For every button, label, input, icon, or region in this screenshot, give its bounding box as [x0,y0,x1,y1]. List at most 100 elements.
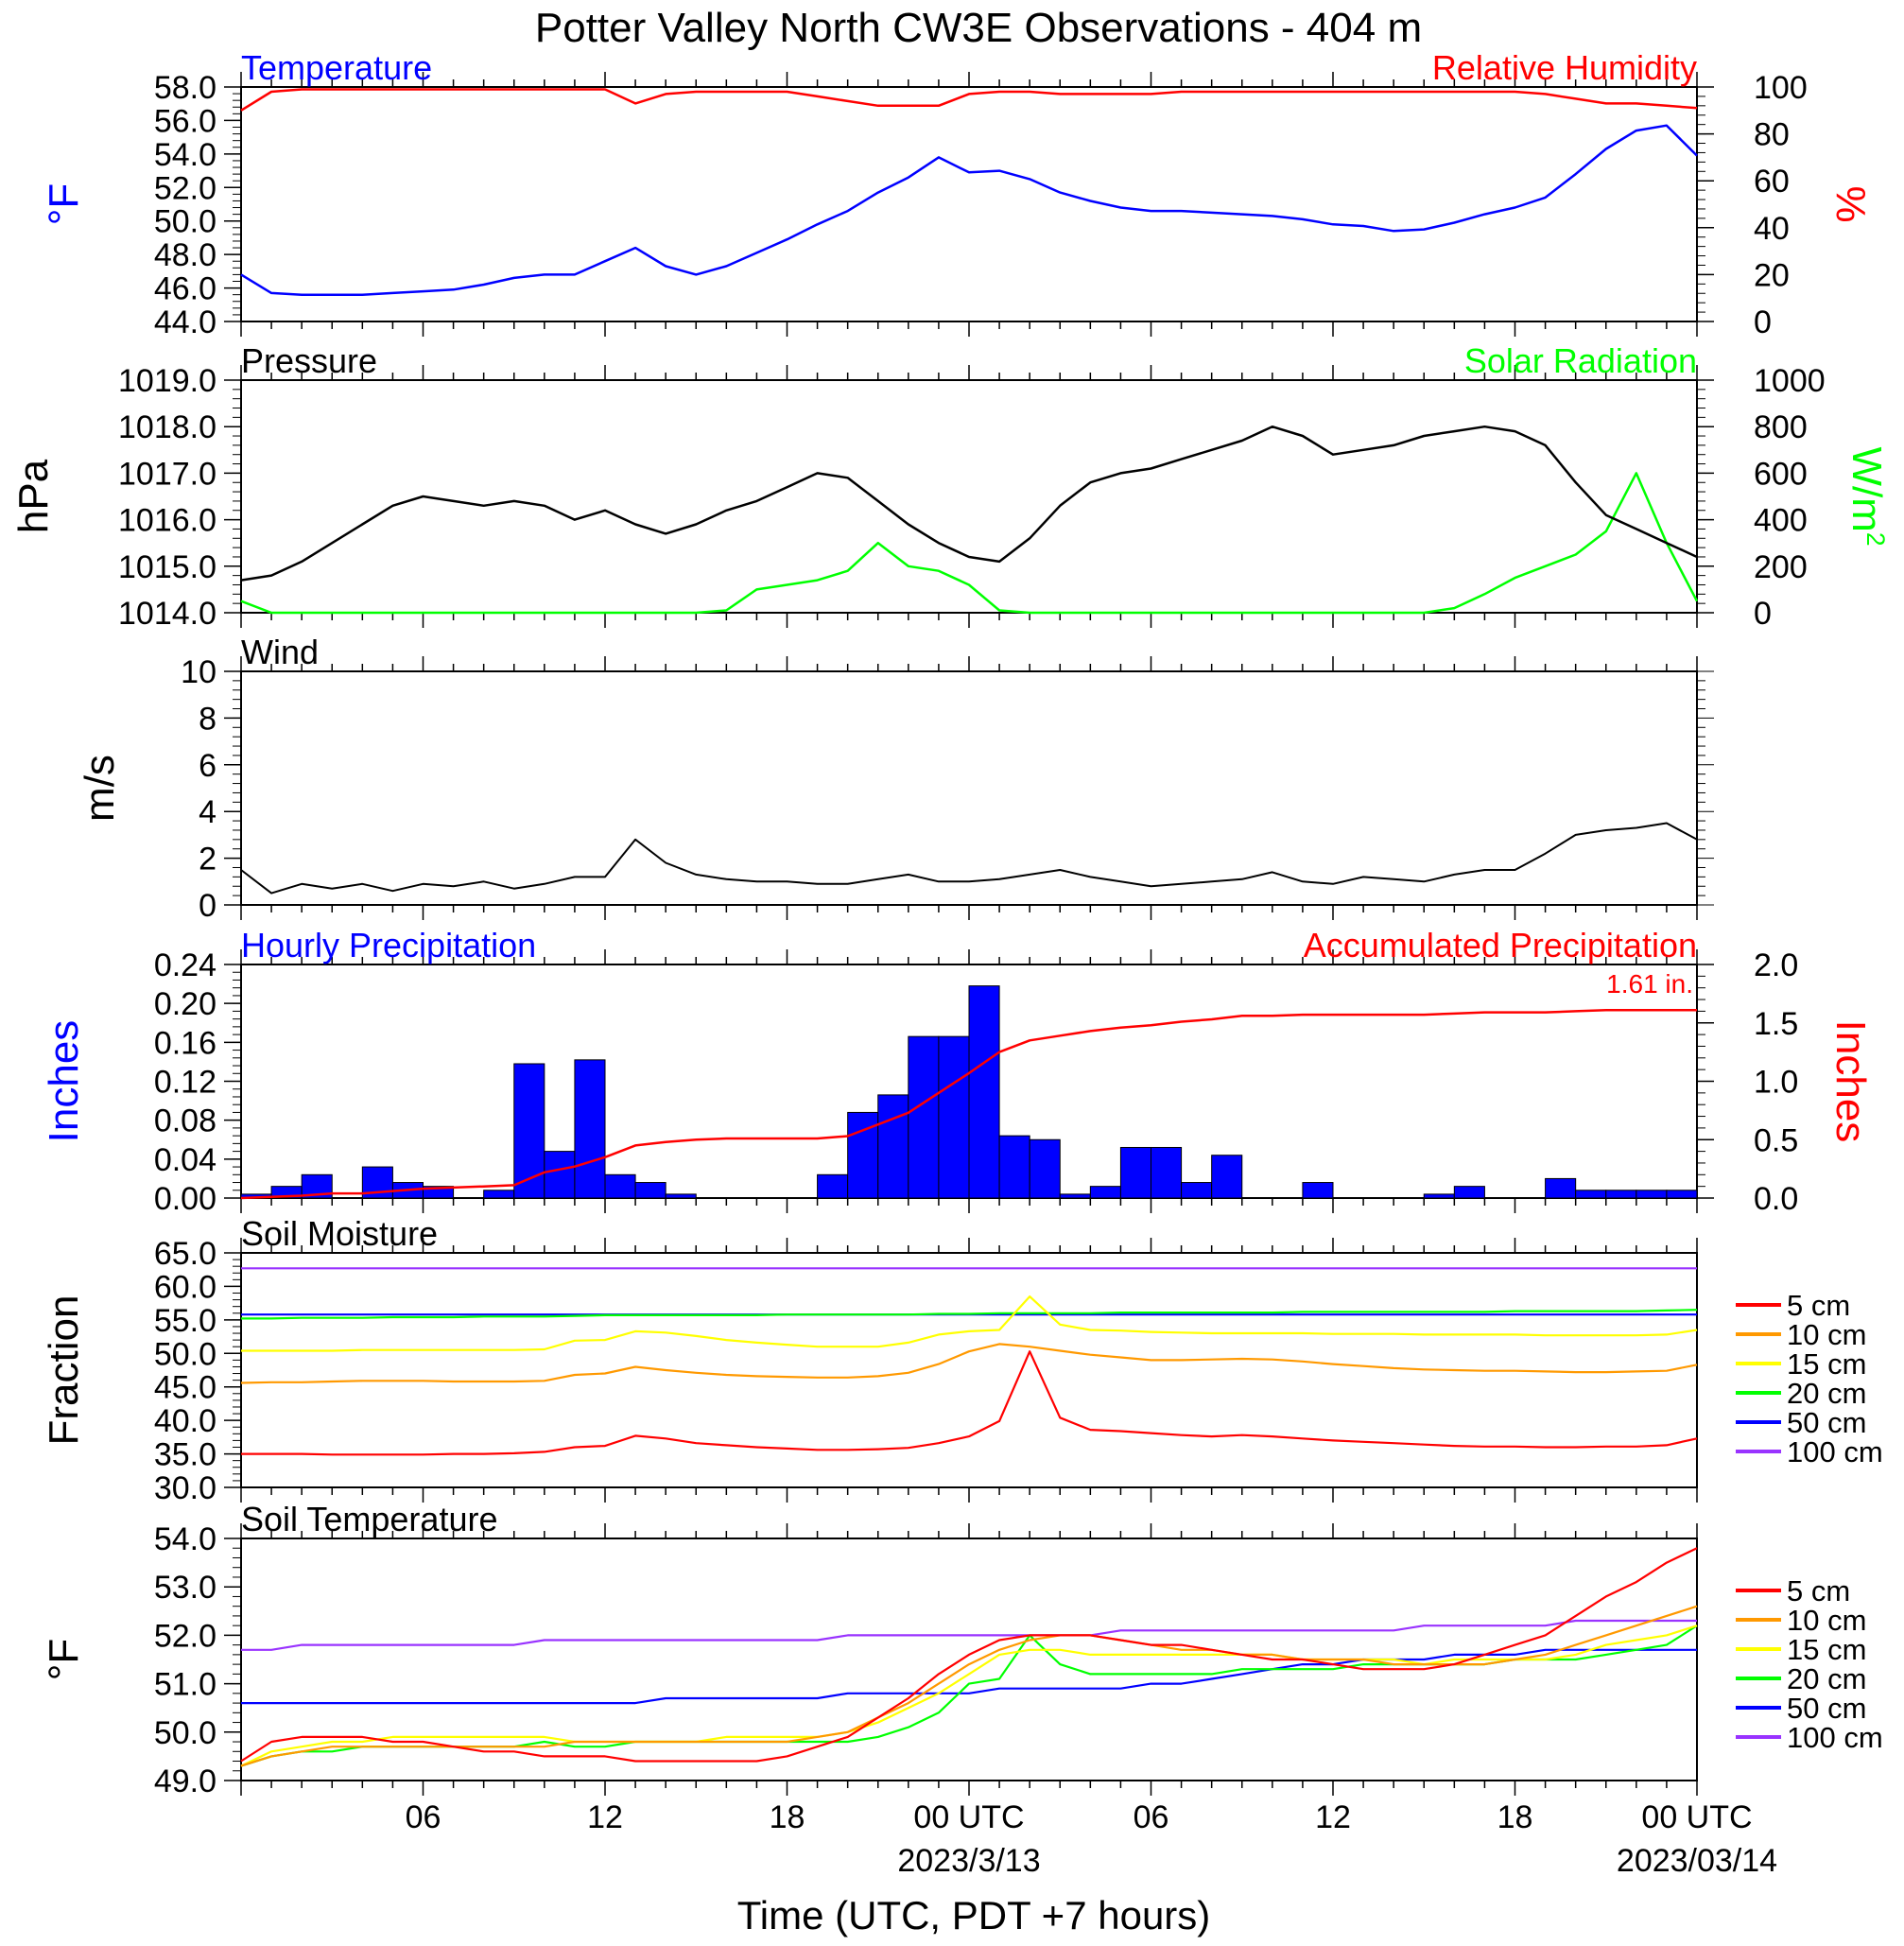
precip-bar [574,1059,606,1199]
precip-bar [1636,1190,1668,1199]
relative-humidity-line [240,88,1698,112]
chart-title: Potter Valley North CW3E Observations - … [535,5,1422,51]
rh-ytick-label-right: 0 [1754,304,1772,340]
soil-temp-ytick-label: 53.0 [154,1570,216,1606]
x-tick-label: 18 [1497,1799,1533,1835]
pressure-ytick-label: 1014.0 [118,596,216,632]
plot-panels: 44.046.048.050.052.054.056.058.002040608… [10,48,1890,1879]
soil-moisture-unit: Fraction [41,1295,87,1446]
accum-ytick-label-right: 0.5 [1754,1122,1798,1158]
precip-bar [1302,1182,1334,1199]
rh-ytick-label-right: 40 [1754,211,1790,247]
pressure-ytick-label: 1019.0 [118,363,216,399]
precip-bar [1211,1155,1243,1199]
temp-ytick-label: 48.0 [154,237,216,273]
precip-panel: 0.000.040.080.12 0.160.200.24 0.0 0.5 1.0 1.5… [41,926,1874,1217]
soil-moisture-ytick-label: 65.0 [154,1236,216,1272]
soil-temp-panel: 49.0 50.0 51.0 52.0 53.0 54.0 Soil Temperature… [41,1500,1883,1879]
wind-panel: 0 2 4 6 8 10 Wind m/s [77,633,1714,924]
soil-moisture-legend-label: 10 cm [1787,1318,1866,1351]
temp-ytick-label: 56.0 [154,103,216,139]
temp-rh-panel: 44.046.048.050.052.054.056.058.0 0 20 40 60 8… [41,48,1874,340]
pressure-line [240,425,1698,582]
wind-ytick-label: 10 [181,654,216,690]
wind-unit: m/s [77,755,123,822]
precip-bar [998,1135,1030,1199]
solar-ytick-label-right: 200 [1754,549,1808,585]
pressure-unit: hPa [10,459,57,533]
precip-bar [1605,1190,1637,1199]
soil-moisture-legend-label: 5 cm [1787,1289,1850,1322]
precip-ytick-label: 0.00 [154,1181,216,1217]
precip-bar [483,1190,515,1199]
soil-moisture-ytick-label: 30.0 [154,1470,216,1506]
humidity-unit: % [1827,185,1874,222]
accum-ytick-label-right: 1.0 [1754,1065,1798,1101]
soil-moisture-legend-label: 100 cm [1787,1435,1883,1468]
precip-bar [1575,1190,1607,1199]
soil-temp-legend-label: 5 cm [1787,1574,1850,1607]
soil-temp-legend-label: 20 cm [1787,1662,1866,1695]
temp-ytick-label: 58.0 [154,70,216,106]
x-tick-label: 06 [406,1799,441,1835]
soil-moisture-line-1 [240,1343,1698,1384]
precip-bar [877,1094,909,1199]
solar-radiation-line [240,472,1699,615]
soil-temp-label: Soil Temperature [241,1500,497,1538]
precip-unit-right: Inches [1827,1020,1874,1143]
temperature-label: Temperature [241,48,432,87]
precip-ytick-label: 0.04 [154,1142,216,1178]
precip-ytick-label: 0.24 [154,947,216,983]
rh-ytick-label-right: 100 [1754,70,1808,106]
accum-ytick-label-right: 1.5 [1754,1006,1798,1042]
precip-bar [1029,1138,1061,1199]
pressure-ytick-label: 1015.0 [118,549,216,585]
soil-temp-line-2 [240,1625,1698,1767]
solar-ytick-label-right: 600 [1754,456,1808,492]
solar-ytick-label-right: 400 [1754,503,1808,539]
soil-temp-line-5 [241,1619,1697,1651]
x-tick-label: 06 [1134,1799,1169,1835]
soil-moisture-ytick-label: 40.0 [154,1403,216,1439]
wind-label: Wind [241,633,319,671]
temp-ytick-label: 46.0 [154,271,216,307]
precip-bar [1119,1146,1151,1199]
solar-ytick-label-right: 0 [1754,596,1772,632]
soil-moisture-ytick-label: 35.0 [154,1437,216,1473]
x-tick-label: 00 UTC [913,1799,1024,1835]
soil-moisture-line-0 [241,1350,1698,1456]
temp-ytick-label: 54.0 [154,137,216,173]
accumulated-total-label: 1.61 in. [1606,969,1693,999]
hourly-precip-label: Hourly Precipitation [241,926,536,964]
relative-humidity-label: Relative Humidity [1432,48,1697,87]
precip-bar [544,1151,576,1199]
soil-moisture-legend-label: 50 cm [1787,1406,1866,1439]
temp-ytick-label: 50.0 [154,204,216,240]
solar-ytick-label-right: 1000 [1754,363,1826,399]
solar-unit-superscript: 2 [1861,532,1890,547]
soil-temp-ytick-label: 51.0 [154,1667,216,1703]
pressure-ytick-label: 1018.0 [118,409,216,445]
temperature-unit: °F [41,183,87,225]
temp-ytick-label: 52.0 [154,170,216,206]
soil-temp-ytick-label: 52.0 [154,1618,216,1654]
pressure-solar-panel: 1014.0 1015.0 1016.0 1017.0 1018.0 1019.0 0 200… [10,341,1890,632]
precip-bar [938,1035,970,1199]
rh-ytick-label-right: 60 [1754,164,1790,200]
accumulated-precip-line [240,1008,1697,1200]
wind-speed-line [240,822,1698,895]
soil-temp-legend-label: 15 cm [1787,1633,1866,1666]
soil-temp-line-0 [240,1547,1698,1763]
precip-bar [1423,1193,1455,1199]
precip-bar [604,1173,636,1199]
soil-temp-ytick-label: 50.0 [154,1715,216,1751]
wind-ytick-label: 4 [199,794,216,830]
precip-bar [634,1182,666,1199]
precip-ytick-label: 0.12 [154,1065,216,1101]
rh-ytick-label-right: 20 [1754,257,1790,293]
wind-ytick-label: 8 [199,701,216,737]
x-date-label: 2023/03/14 [1617,1843,1777,1879]
x-date-label: 2023/3/13 [897,1843,1040,1879]
temperature-line [240,124,1698,296]
temp-ytick-label: 44.0 [154,304,216,340]
